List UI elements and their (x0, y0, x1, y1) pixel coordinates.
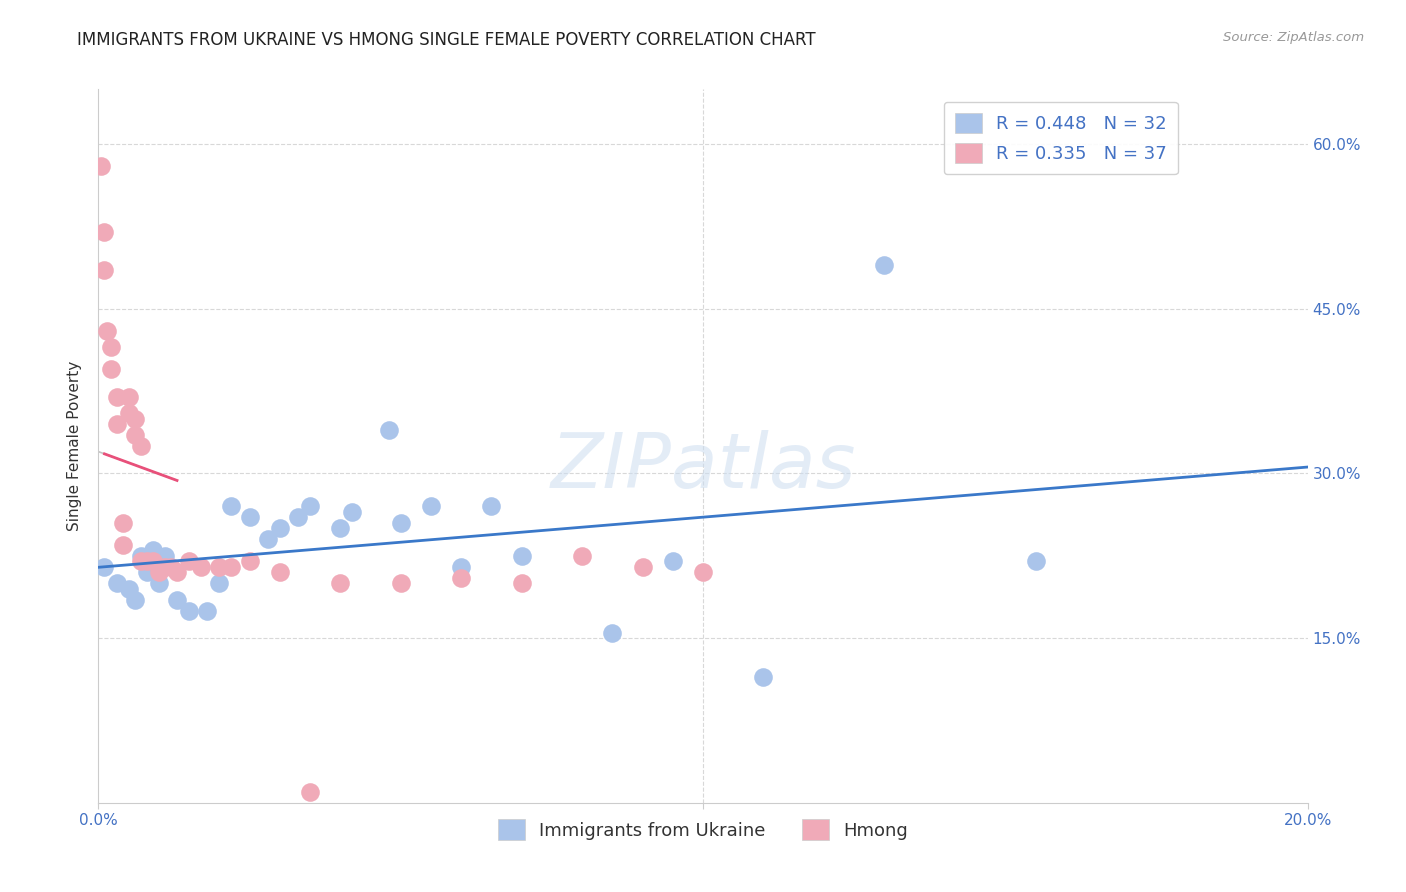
Point (752, 669, 775, 683)
Point (190, 559, 212, 574)
Point (510, 549, 533, 563)
Point (450, 571, 472, 585)
Point (195, 604, 218, 618)
Point (450, 559, 472, 574)
Point (389, 516, 412, 530)
Point (481, 500, 503, 514)
Point (287, 510, 309, 524)
Point (124, 428, 146, 442)
Point (631, 559, 654, 574)
Point (692, 566, 714, 580)
Point (299, 500, 322, 514)
Point (160, 559, 183, 574)
Point (153, 549, 176, 563)
Point (179, 604, 201, 618)
Point (377, 423, 399, 437)
Point (93, 263, 115, 277)
Point (118, 582, 141, 596)
Point (299, 785, 322, 799)
Point (239, 510, 262, 524)
Point (142, 554, 165, 568)
Point (129, 549, 152, 563)
Point (221, 500, 243, 514)
Point (208, 559, 231, 574)
Point (96, 324, 118, 338)
Legend: Immigrants from Ukraine, Hmong: Immigrants from Ukraine, Hmong (491, 812, 915, 847)
Point (153, 559, 176, 574)
Text: Source: ZipAtlas.com: Source: ZipAtlas.com (1223, 31, 1364, 45)
Point (1024, 554, 1046, 568)
Point (329, 576, 352, 591)
Point (100, 340, 122, 354)
Point (148, 576, 170, 591)
Point (239, 554, 262, 568)
Point (873, 258, 896, 272)
Point (420, 500, 443, 514)
Point (269, 521, 291, 535)
Point (93, 559, 115, 574)
Point (129, 439, 152, 453)
Point (221, 559, 243, 574)
Text: IMMIGRANTS FROM UKRAINE VS HMONG SINGLE FEMALE POVERTY CORRELATION CHART: IMMIGRANTS FROM UKRAINE VS HMONG SINGLE … (77, 31, 815, 49)
Point (510, 576, 533, 591)
Point (111, 538, 134, 552)
Point (124, 592, 146, 607)
Point (661, 554, 683, 568)
Point (389, 576, 412, 591)
Point (342, 505, 364, 519)
Point (179, 554, 201, 568)
Point (571, 549, 593, 563)
Point (90, 159, 112, 173)
Point (135, 566, 157, 580)
Point (105, 417, 128, 431)
Point (166, 592, 188, 607)
Point (256, 533, 278, 547)
Point (93, 225, 115, 239)
Point (105, 576, 128, 591)
Point (118, 406, 141, 420)
Point (166, 566, 188, 580)
Point (142, 543, 165, 558)
Point (118, 390, 141, 404)
Point (148, 566, 170, 580)
Point (602, 625, 624, 640)
Point (135, 554, 157, 568)
Text: ZIPatlas: ZIPatlas (550, 431, 856, 504)
Point (129, 554, 152, 568)
Point (124, 411, 146, 425)
Y-axis label: Single Female Poverty: Single Female Poverty (67, 361, 83, 531)
Point (208, 576, 231, 591)
Point (329, 521, 352, 535)
Point (111, 516, 134, 530)
Point (100, 362, 122, 376)
Point (148, 559, 170, 574)
Point (269, 566, 291, 580)
Point (105, 390, 128, 404)
